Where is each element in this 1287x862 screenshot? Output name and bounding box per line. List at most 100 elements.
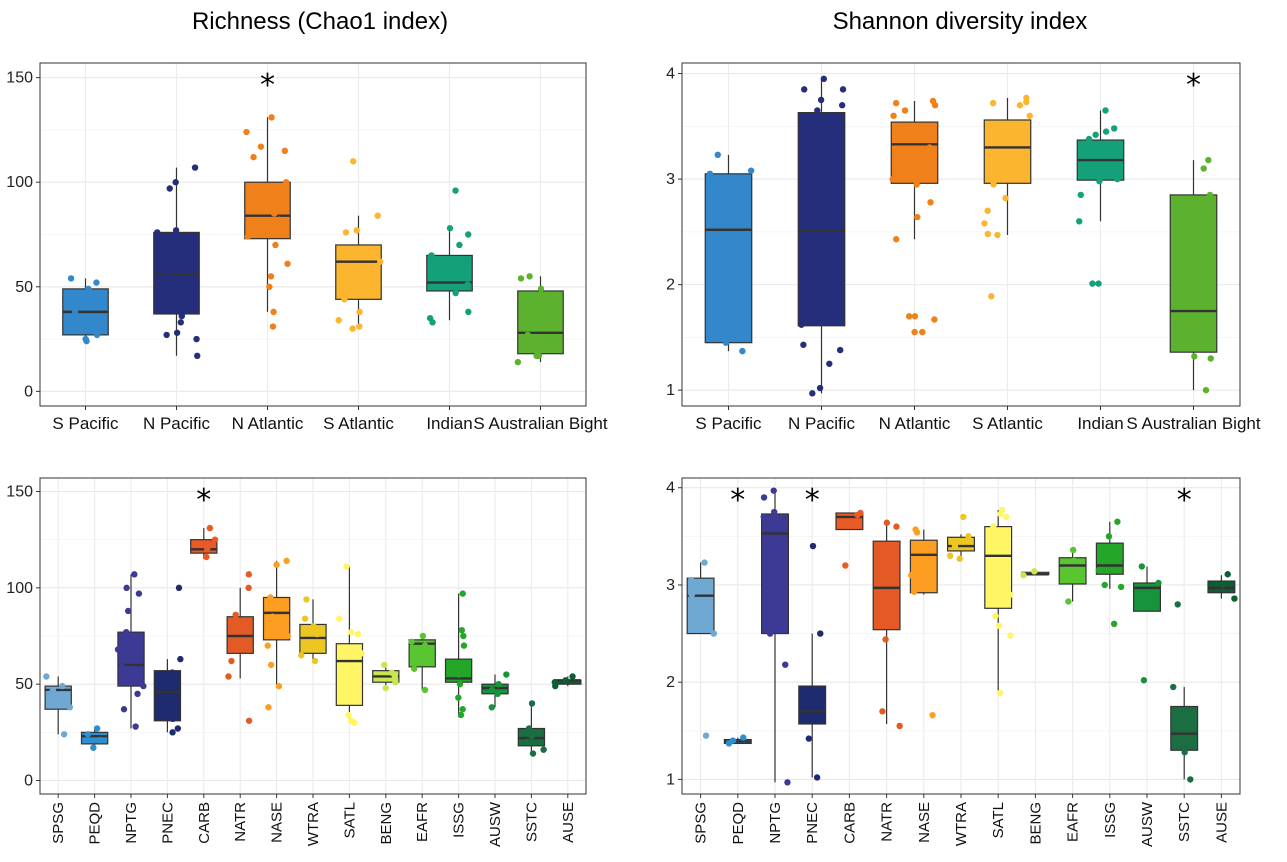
- data-point: [984, 207, 991, 214]
- data-point: [335, 317, 342, 324]
- x-tick-label: AUSE: [560, 802, 577, 843]
- y-tick-label: 1: [666, 382, 675, 399]
- box: [983, 119, 1032, 184]
- x-tick-label: SATL: [341, 802, 358, 838]
- panel-border: [39, 62, 587, 407]
- data-point: [303, 596, 310, 603]
- data-point: [349, 325, 356, 332]
- data-point: [960, 513, 967, 521]
- data-point: [284, 632, 291, 640]
- x-tick-label: AUSW: [487, 801, 504, 847]
- x-tick-label: WTRA: [953, 802, 970, 846]
- data-point: [465, 308, 472, 316]
- data-point: [234, 642, 241, 649]
- data-point: [1206, 191, 1214, 199]
- data-point: [528, 732, 535, 740]
- data-point: [1187, 776, 1194, 783]
- data-point: [1205, 156, 1212, 164]
- data-point: [178, 312, 186, 320]
- data-point: [392, 679, 399, 686]
- data-point: [1031, 568, 1038, 575]
- data-point: [503, 671, 510, 678]
- data-point: [896, 722, 903, 730]
- data-point: [710, 630, 718, 637]
- significance-asterisk: *: [260, 68, 275, 103]
- x-tick-label: BENG: [1027, 802, 1044, 845]
- x-tick-label: SATL: [990, 802, 1007, 838]
- data-point: [1095, 280, 1102, 287]
- data-point: [995, 622, 1003, 629]
- box: [117, 631, 145, 687]
- data-point: [525, 725, 533, 732]
- data-point: [96, 736, 104, 744]
- data-point: [134, 690, 141, 698]
- data-point: [264, 623, 272, 630]
- data-point: [931, 316, 938, 323]
- y-tick-label: 1: [666, 771, 675, 788]
- data-point: [356, 308, 363, 316]
- data-point: [1023, 98, 1030, 106]
- data-point: [465, 231, 472, 238]
- x-tick-label: NASE: [916, 802, 933, 843]
- data-point: [459, 706, 466, 713]
- data-point: [464, 661, 471, 669]
- data-point: [771, 508, 778, 516]
- data-point: [1085, 135, 1093, 143]
- data-point: [173, 329, 181, 336]
- data-point: [988, 293, 995, 300]
- data-point: [838, 102, 846, 109]
- data-point: [701, 559, 708, 566]
- box: [890, 121, 939, 184]
- data-point: [408, 638, 415, 645]
- data-point: [1200, 165, 1207, 172]
- data-point: [1103, 552, 1110, 559]
- data-point: [1224, 571, 1231, 578]
- data-point: [228, 657, 235, 665]
- significance-asterisk: *: [805, 483, 820, 518]
- data-point: [301, 642, 309, 649]
- data-point: [211, 536, 219, 543]
- data-point: [1102, 128, 1110, 135]
- data-point: [267, 273, 275, 280]
- data-point: [569, 673, 576, 680]
- data-point: [347, 285, 355, 293]
- x-tick-label: SSTC: [523, 802, 540, 842]
- richness-title: Richness (Chao1 index): [191, 8, 449, 35]
- x-tick-label: AUSW: [1139, 801, 1156, 847]
- x-tick-label: CARB: [841, 802, 858, 844]
- data-point: [97, 325, 104, 332]
- y-tick-label: 0: [24, 773, 33, 790]
- data-point: [1175, 742, 1182, 749]
- data-point: [264, 642, 271, 649]
- data-point: [813, 774, 821, 781]
- data-point: [770, 487, 777, 494]
- data-point: [154, 229, 161, 236]
- data-point: [191, 241, 199, 249]
- data-point: [882, 636, 889, 643]
- y-tick-label: 100: [6, 580, 33, 597]
- data-point: [1096, 178, 1103, 185]
- data-point: [1095, 567, 1103, 574]
- data-point: [347, 628, 355, 636]
- data-point: [257, 143, 265, 150]
- data-point: [913, 181, 920, 188]
- data-point: [169, 669, 176, 676]
- data-point: [911, 328, 918, 336]
- data-point: [172, 179, 179, 186]
- data-point: [428, 252, 435, 259]
- data-point: [177, 319, 185, 326]
- box: [1170, 705, 1199, 751]
- data-point: [163, 273, 171, 280]
- data-point: [706, 170, 714, 178]
- data-point: [458, 627, 466, 634]
- data-point: [488, 704, 495, 711]
- data-point: [169, 715, 177, 723]
- data-point: [1061, 576, 1069, 584]
- data-point: [1069, 546, 1077, 554]
- data-point: [994, 231, 1001, 239]
- data-point: [820, 75, 828, 83]
- data-point: [455, 694, 462, 701]
- data-point: [524, 331, 531, 339]
- data-point: [46, 690, 53, 698]
- box: [1169, 194, 1218, 353]
